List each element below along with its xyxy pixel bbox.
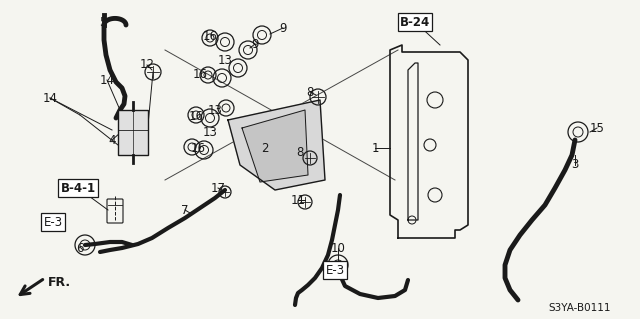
Text: 16: 16 <box>191 142 205 154</box>
Text: B-24: B-24 <box>400 16 430 28</box>
Polygon shape <box>242 110 308 182</box>
Text: S3YA-B0111: S3YA-B0111 <box>548 303 611 313</box>
Text: 8: 8 <box>296 145 304 159</box>
Text: B-4-1: B-4-1 <box>60 182 95 195</box>
Text: 13: 13 <box>203 125 218 138</box>
Text: 5: 5 <box>99 16 107 28</box>
Text: 7: 7 <box>181 204 189 217</box>
Text: 11: 11 <box>291 194 305 206</box>
Text: E-3: E-3 <box>325 263 344 277</box>
Text: 12: 12 <box>140 58 154 71</box>
Text: 1: 1 <box>371 142 379 154</box>
Text: 16: 16 <box>202 29 218 42</box>
Text: 4: 4 <box>108 133 116 146</box>
Text: 13: 13 <box>207 103 223 116</box>
Text: 8: 8 <box>307 85 314 99</box>
Text: 2: 2 <box>261 142 269 154</box>
Text: 10: 10 <box>331 241 346 255</box>
Text: 16: 16 <box>189 109 204 122</box>
Text: 17: 17 <box>211 182 225 195</box>
Text: 14: 14 <box>99 73 115 86</box>
Text: 9: 9 <box>252 38 259 50</box>
Text: E-3: E-3 <box>44 216 63 228</box>
Polygon shape <box>228 100 325 190</box>
Text: 16: 16 <box>193 69 207 81</box>
FancyBboxPatch shape <box>118 110 148 155</box>
Text: 9: 9 <box>279 21 287 34</box>
Text: 6: 6 <box>76 241 84 255</box>
Text: 3: 3 <box>572 159 579 172</box>
Text: 13: 13 <box>218 54 232 66</box>
Text: 14: 14 <box>42 92 58 105</box>
Text: 15: 15 <box>589 122 604 135</box>
Text: FR.: FR. <box>48 276 71 288</box>
